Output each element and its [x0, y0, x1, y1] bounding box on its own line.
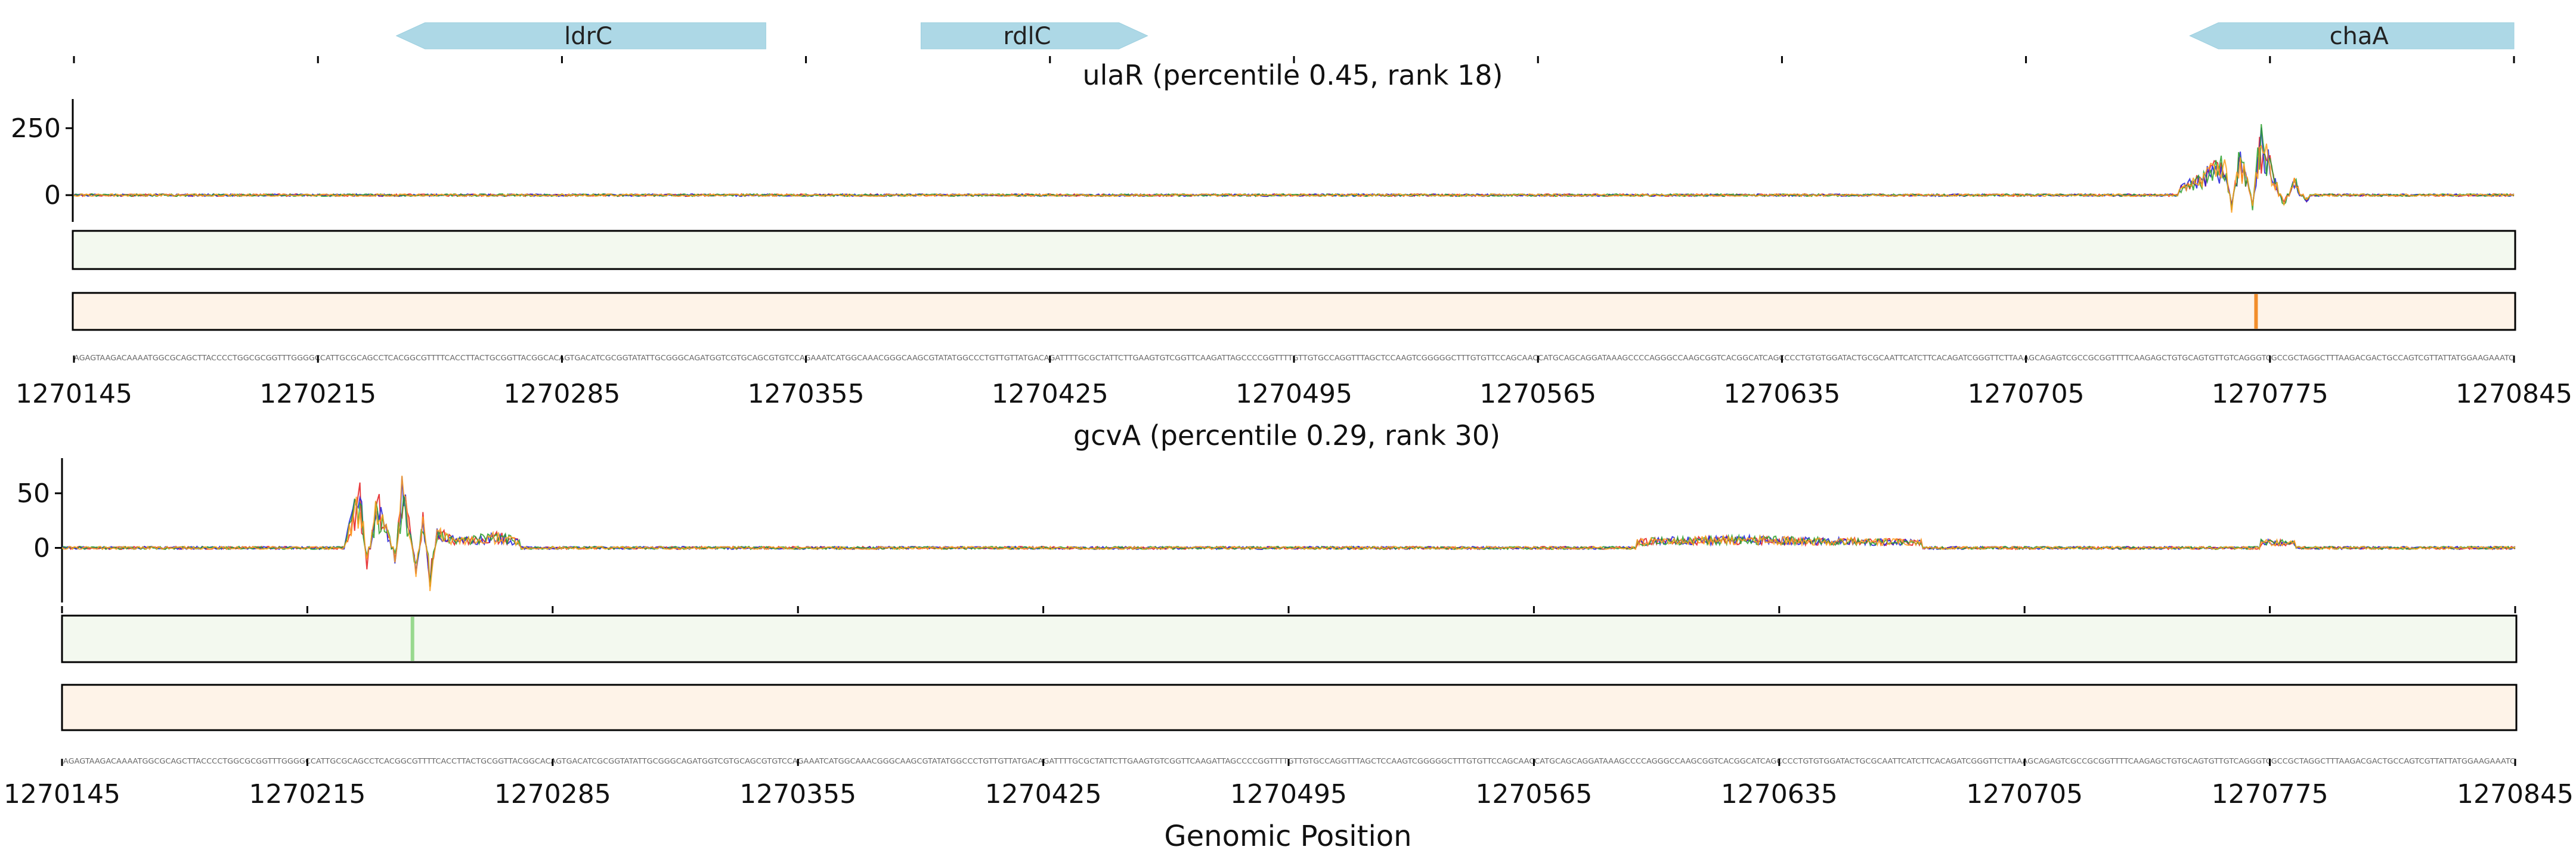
x-tick-label: 1270565	[1479, 379, 1596, 409]
x-tick-label: 1270145	[4, 779, 120, 809]
track-highlights	[410, 617, 414, 661]
x-tick-label: 1270635	[1721, 779, 1838, 809]
x-tick-label: 1270495	[1230, 779, 1347, 809]
x-tick-label: 1270775	[2212, 379, 2329, 409]
x-tick-label: 1270705	[1966, 779, 2083, 809]
x-tick-label: 1270565	[1475, 779, 1592, 809]
gene-label: chaA	[2330, 23, 2389, 50]
y-tick-label: 250	[11, 113, 61, 144]
x-tick-label: 1270775	[2212, 779, 2329, 809]
x-tick-label: 1270845	[2457, 779, 2574, 809]
x-axis: 1270145 1270215 1270285 1270355 1270425 12704…	[4, 606, 2574, 809]
gcvA-panel: gcvA (percentile 0.29, rank 30) 050 AGAG…	[4, 419, 2574, 853]
base-contribution-series	[61, 482, 2516, 587]
y-tick-label: 0	[33, 533, 50, 563]
x-tick-label: 1270635	[1723, 379, 1840, 409]
gene-arrow-rdlC	[921, 22, 1148, 50]
gene-label: rdlC	[1003, 23, 1051, 50]
x-tick-label: 1270355	[748, 379, 865, 409]
x-tick-label: 1270705	[1968, 379, 2085, 409]
gene-label: ldrC	[564, 23, 612, 50]
x-axis: 1270145 1270215 1270285 1270355 1270425 12704…	[16, 56, 2572, 409]
x-tick-label: 1270215	[259, 379, 376, 409]
x-tick-label: 1270145	[16, 379, 132, 409]
x-tick-label: 1270285	[503, 379, 620, 409]
base-contribution-series	[61, 475, 2516, 591]
x-tick-label: 1270845	[2456, 379, 2572, 409]
gene-arrow-ldrC	[395, 22, 766, 50]
base-contribution-series	[61, 476, 2516, 580]
orange-heatmap-track	[72, 292, 2516, 331]
contribution-plot	[73, 124, 2515, 213]
track-highlights	[2254, 294, 2258, 329]
base-contribution-series	[73, 143, 2515, 213]
x-tick-label: 1270355	[739, 779, 856, 809]
y-tick-label: 0	[44, 180, 61, 211]
orange-highlight-stripe	[2254, 294, 2258, 329]
gene-annotation-track: ldrC rdlC chaA	[395, 22, 2515, 50]
y-axis: 0 250	[11, 99, 74, 222]
base-contribution-series	[61, 495, 2516, 587]
x-axis-label: Genomic Position	[1164, 820, 1411, 853]
green-heatmap-track	[61, 614, 2518, 663]
x-tick-label: 1270495	[1236, 379, 1352, 409]
green-heatmap-track	[72, 230, 2516, 270]
x-tick-label: 1270215	[249, 779, 366, 809]
green-highlight-stripe	[410, 617, 414, 661]
y-tick-label: 50	[17, 478, 50, 509]
y-axis: 0 50	[17, 458, 63, 602]
x-tick-label: 1270425	[992, 379, 1109, 409]
panel-title: gcvA (percentile 0.29, rank 30)	[1073, 419, 1500, 452]
contribution-plot	[61, 475, 2516, 591]
base-contribution-series	[73, 124, 2515, 211]
x-tick-label: 1270425	[985, 779, 1102, 809]
gene-arrow-chaA	[2189, 22, 2515, 50]
orange-heatmap-track	[61, 684, 2518, 731]
x-tick-label: 1270285	[494, 779, 611, 809]
panel-title: ulaR (percentile 0.45, rank 18)	[1083, 59, 1503, 91]
